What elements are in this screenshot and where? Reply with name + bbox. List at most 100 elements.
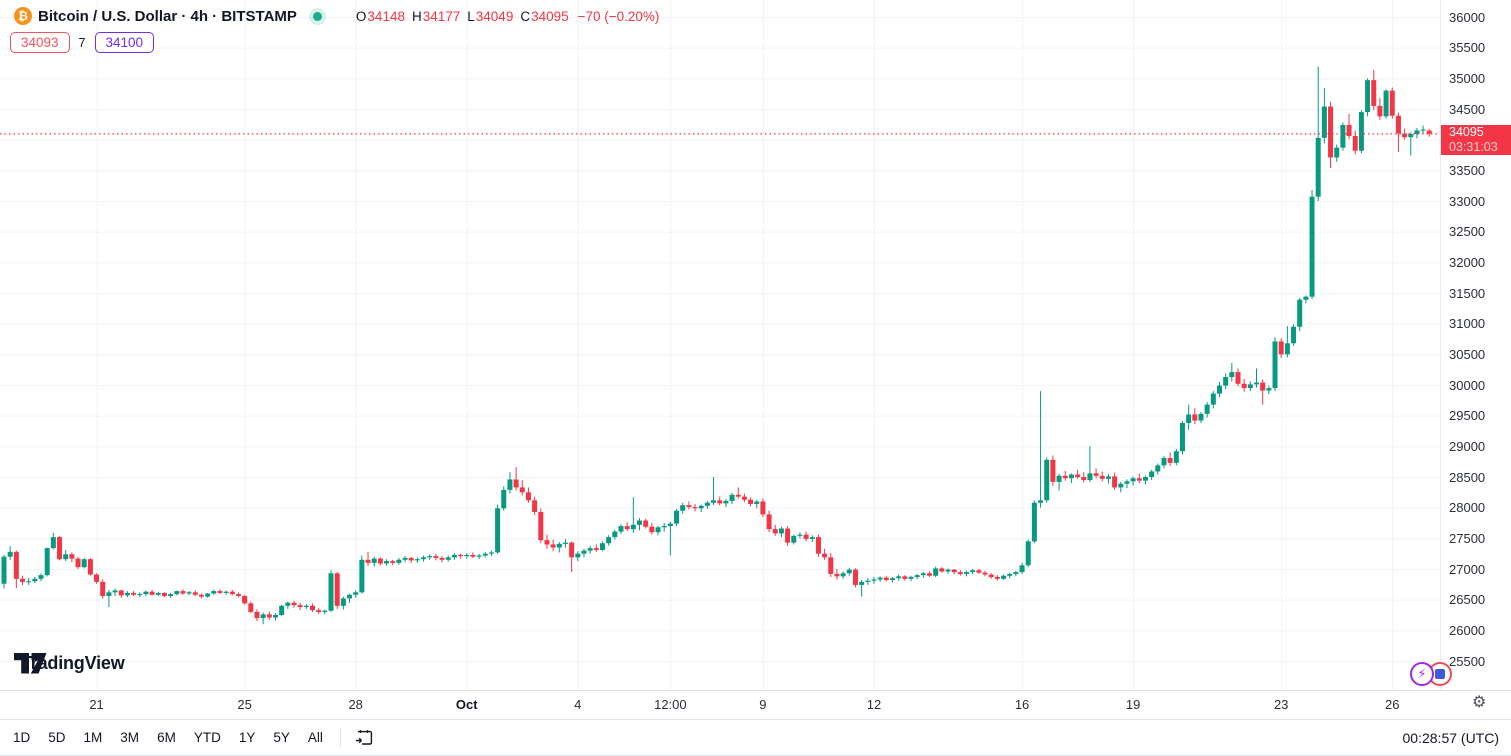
candle[interactable] — [347, 594, 353, 599]
candle[interactable] — [1210, 393, 1216, 405]
candle[interactable] — [87, 559, 93, 575]
candle[interactable] — [1278, 341, 1284, 355]
candle[interactable] — [94, 574, 100, 582]
range-button-ytd[interactable]: YTD — [185, 726, 230, 749]
candle[interactable] — [637, 520, 643, 525]
candle[interactable] — [396, 559, 402, 563]
candle[interactable] — [1352, 135, 1358, 151]
chart-pane[interactable]: ₿ Bitcoin / U.S. Dollar · 4h · BITSTAMP … — [0, 0, 1452, 690]
candle[interactable] — [964, 572, 970, 574]
candle[interactable] — [260, 614, 266, 619]
candle[interactable] — [1340, 124, 1346, 148]
candle[interactable] — [883, 577, 889, 581]
candle[interactable] — [81, 559, 87, 568]
candle[interactable] — [451, 554, 457, 558]
candle[interactable] — [242, 595, 248, 604]
time-axis[interactable]: 21 25 28 Oct 4 12:00 9 12 16 19 23 26 ⚙ — [0, 690, 1511, 719]
candle[interactable] — [180, 591, 186, 594]
candle[interactable] — [846, 569, 852, 574]
candle[interactable] — [1050, 459, 1056, 482]
candle[interactable] — [340, 598, 346, 606]
candle[interactable] — [643, 520, 649, 527]
candle[interactable] — [1173, 451, 1179, 463]
candle[interactable] — [778, 528, 784, 534]
candle[interactable] — [235, 594, 241, 596]
candle[interactable] — [445, 557, 451, 560]
candle[interactable] — [75, 558, 81, 568]
candle[interactable] — [100, 581, 106, 596]
candle[interactable] — [581, 550, 587, 554]
candle[interactable] — [229, 591, 235, 595]
candle[interactable] — [680, 505, 686, 511]
candle[interactable] — [1013, 572, 1019, 574]
candle[interactable] — [1389, 90, 1395, 116]
candle[interactable] — [217, 591, 223, 593]
candle[interactable] — [809, 537, 815, 539]
candle[interactable] — [408, 557, 414, 561]
candle[interactable] — [63, 554, 69, 560]
candle[interactable] — [1408, 134, 1414, 138]
candle[interactable] — [920, 573, 926, 576]
candle[interactable] — [427, 556, 433, 558]
candle[interactable] — [285, 602, 291, 606]
candle[interactable] — [248, 603, 254, 612]
candle[interactable] — [859, 581, 865, 585]
candle[interactable] — [1001, 575, 1007, 579]
candle[interactable] — [390, 561, 396, 563]
candle[interactable] — [161, 592, 167, 596]
candle[interactable] — [254, 611, 260, 619]
candle[interactable] — [1254, 382, 1260, 385]
candle[interactable] — [1099, 475, 1105, 479]
candle[interactable] — [297, 605, 303, 608]
candle[interactable] — [994, 576, 1000, 579]
candle[interactable] — [717, 500, 723, 504]
candle[interactable] — [1007, 573, 1013, 576]
candle[interactable] — [667, 523, 673, 527]
candle[interactable] — [118, 590, 124, 596]
candle[interactable] — [476, 555, 482, 557]
candle[interactable] — [569, 542, 575, 558]
candle[interactable] — [1328, 106, 1334, 158]
candle[interactable] — [951, 569, 957, 573]
candle[interactable] — [495, 508, 501, 553]
candle[interactable] — [1192, 414, 1198, 421]
gear-icon[interactable]: ⚙ — [1472, 694, 1487, 711]
candle[interactable] — [1075, 474, 1081, 477]
candle[interactable] — [353, 592, 359, 595]
candle[interactable] — [612, 531, 618, 538]
candlestick-svg[interactable] — [0, 0, 1440, 690]
candle[interactable] — [704, 502, 710, 506]
candle[interactable] — [871, 579, 877, 581]
candle[interactable] — [902, 576, 908, 579]
candle[interactable] — [1198, 413, 1204, 421]
candle[interactable] — [464, 554, 470, 557]
range-button-1y[interactable]: 1Y — [230, 726, 265, 749]
candle[interactable] — [1371, 80, 1377, 106]
candle[interactable] — [1321, 106, 1327, 138]
candle[interactable] — [927, 573, 932, 576]
candle[interactable] — [414, 559, 420, 561]
candle[interactable] — [7, 551, 13, 557]
candle[interactable] — [1167, 457, 1173, 463]
candle[interactable] — [1334, 147, 1340, 158]
candle[interactable] — [896, 576, 902, 579]
candle[interactable] — [1038, 500, 1044, 503]
candle[interactable] — [310, 605, 315, 611]
buy-ask-button[interactable]: 34100 — [94, 32, 155, 53]
candle[interactable] — [1247, 384, 1253, 389]
candle[interactable] — [439, 557, 445, 560]
candle[interactable] — [587, 548, 593, 551]
candle[interactable] — [760, 501, 766, 515]
candle[interactable] — [1025, 541, 1031, 566]
candle[interactable] — [402, 557, 408, 560]
range-button-3m[interactable]: 3M — [111, 726, 148, 749]
candle[interactable] — [532, 500, 538, 512]
candle[interactable] — [785, 528, 791, 543]
candle[interactable] — [291, 602, 297, 606]
candle[interactable] — [908, 576, 914, 579]
candle[interactable] — [1272, 341, 1278, 389]
candle[interactable] — [599, 543, 605, 550]
candle[interactable] — [322, 610, 328, 612]
candle[interactable] — [525, 492, 531, 501]
candle[interactable] — [513, 479, 519, 488]
